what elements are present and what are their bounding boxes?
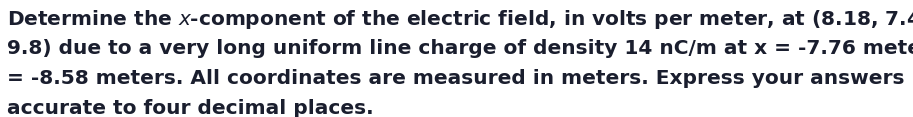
- Text: accurate to four decimal places.: accurate to four decimal places.: [7, 99, 374, 117]
- Text: = -8.58 meters. All coordinates are measured in meters. Express your answers: = -8.58 meters. All coordinates are meas…: [7, 69, 905, 88]
- Text: 9.8) due to a very long uniform line charge of density 14 nC/m at x = -7.76 mete: 9.8) due to a very long uniform line cha…: [7, 39, 913, 58]
- Text: Determine the $\it{x}$-component of the electric field, in volts per meter, at (: Determine the $\it{x}$-component of the …: [7, 8, 913, 31]
